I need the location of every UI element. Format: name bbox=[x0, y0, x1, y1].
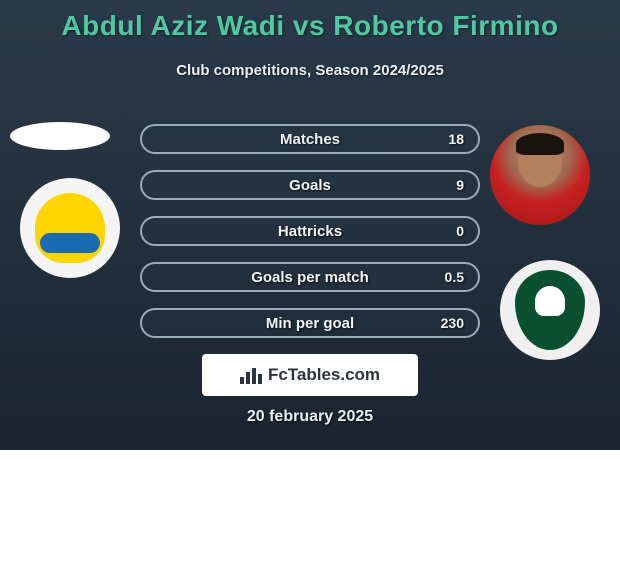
stat-label: Goals bbox=[142, 177, 478, 194]
stat-label: Matches bbox=[142, 131, 478, 148]
stat-label: Hattricks bbox=[142, 223, 478, 240]
branding-box: FcTables.com bbox=[202, 354, 418, 396]
branding-text: FcTables.com bbox=[268, 365, 380, 385]
stat-row-hattricks: Hattricks 0 bbox=[140, 216, 480, 246]
stat-label: Goals per match bbox=[142, 269, 478, 286]
comparison-date: 20 february 2025 bbox=[0, 408, 620, 426]
page-title: Abdul Aziz Wadi vs Roberto Firmino bbox=[0, 10, 620, 42]
stat-row-gpm: Goals per match 0.5 bbox=[140, 262, 480, 292]
club-right-shield bbox=[515, 270, 585, 350]
player-right-hair bbox=[516, 133, 564, 155]
stat-row-goals: Goals 9 bbox=[140, 170, 480, 200]
stat-label: Min per goal bbox=[142, 315, 478, 332]
stat-value-right: 230 bbox=[441, 315, 464, 331]
stat-value-right: 0.5 bbox=[445, 269, 464, 285]
club-left-badge-shape bbox=[35, 193, 105, 263]
club-right-badge bbox=[500, 260, 600, 360]
player-right-avatar bbox=[490, 125, 590, 225]
subtitle: Club competitions, Season 2024/2025 bbox=[0, 62, 620, 79]
player-left-avatar bbox=[10, 122, 110, 150]
club-right-emblem bbox=[535, 286, 565, 316]
stat-value-right: 9 bbox=[456, 177, 464, 193]
comparison-panel: Abdul Aziz Wadi vs Roberto Firmino Club … bbox=[0, 0, 620, 450]
club-left-badge-band bbox=[40, 233, 100, 253]
stat-value-right: 0 bbox=[456, 223, 464, 239]
stat-row-mpg: Min per goal 230 bbox=[140, 308, 480, 338]
stat-row-matches: Matches 18 bbox=[140, 124, 480, 154]
bar-chart-icon bbox=[240, 366, 262, 384]
club-left-badge bbox=[20, 178, 120, 278]
stat-value-right: 18 bbox=[448, 131, 464, 147]
